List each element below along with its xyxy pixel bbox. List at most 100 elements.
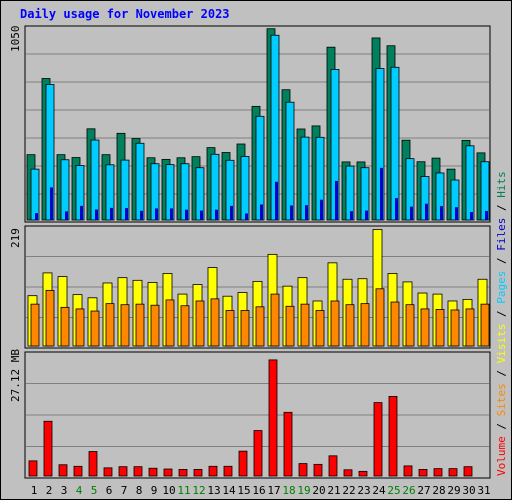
bar-sites	[390, 301, 400, 347]
bar-pages	[380, 167, 383, 220]
bar-pages	[215, 209, 218, 220]
day-label: 13	[207, 484, 220, 497]
bar-sites	[165, 299, 175, 347]
bar-volume	[283, 411, 293, 477]
bar-volume	[193, 468, 203, 477]
bar-volume	[448, 468, 458, 477]
day-label: 20	[312, 484, 325, 497]
bar-volume	[73, 465, 83, 477]
bar-sites	[30, 303, 40, 347]
day-label: 26	[402, 484, 415, 497]
day-label: 23	[357, 484, 370, 497]
bar-pages	[440, 206, 443, 220]
bar-pages	[125, 208, 128, 220]
bar-volume	[328, 455, 338, 477]
bar-sites	[255, 306, 265, 347]
day-label: 15	[237, 484, 250, 497]
bar-sites	[345, 304, 355, 347]
bar-pages	[110, 207, 113, 220]
day-label: 29	[447, 484, 460, 497]
bar-volume	[373, 402, 383, 477]
bar-volume	[268, 359, 278, 477]
bar-pages	[170, 208, 173, 220]
bar-pages	[335, 180, 338, 220]
bar-volume	[298, 463, 308, 477]
bar-sites	[150, 304, 160, 347]
bar-volume	[103, 467, 113, 477]
day-label: 6	[106, 484, 113, 497]
bar-files	[30, 168, 40, 221]
bar-sites	[195, 300, 205, 347]
bar-sites	[45, 289, 55, 347]
bar-sites	[375, 288, 385, 347]
bar-pages	[50, 187, 53, 220]
bar-volume	[418, 468, 428, 477]
bar-sites	[105, 303, 115, 347]
day-label: 12	[192, 484, 205, 497]
bar-sites	[270, 293, 280, 347]
bar-pages	[350, 211, 353, 220]
day-label: 31	[477, 484, 490, 497]
day-label: 9	[151, 484, 158, 497]
bar-volume	[343, 469, 353, 477]
bar-sites	[135, 303, 145, 347]
bar-volume	[43, 420, 53, 477]
day-label: 3	[61, 484, 68, 497]
bar-volume	[223, 465, 233, 477]
bar-volume	[358, 470, 368, 477]
bar-sites	[330, 300, 340, 347]
bar-volume	[238, 450, 248, 477]
bar-sites	[420, 308, 430, 347]
bar-volume	[433, 468, 443, 477]
bar-pages	[95, 209, 98, 220]
day-label: 27	[417, 484, 430, 497]
bar-sites	[300, 303, 310, 347]
bar-volume	[313, 463, 323, 477]
day-label: 4	[76, 484, 83, 497]
day-label: 24	[372, 484, 386, 497]
bar-sites	[450, 309, 460, 347]
bar-volume	[403, 465, 413, 477]
bar-volume	[58, 464, 68, 477]
bar-pages	[260, 204, 263, 220]
bar-pages	[230, 205, 233, 220]
bar-pages	[365, 210, 368, 220]
day-label: 21	[327, 484, 340, 497]
bar-pages	[290, 205, 293, 220]
bar-pages	[395, 198, 398, 220]
day-label: 22	[342, 484, 355, 497]
day-label: 18	[282, 484, 295, 497]
bar-files	[390, 66, 400, 221]
bar-sites	[405, 304, 415, 347]
day-label: 19	[297, 484, 310, 497]
bar-sites	[480, 303, 490, 347]
bar-volume	[118, 466, 128, 477]
bar-files	[465, 145, 475, 221]
bar-volume	[148, 467, 158, 477]
bar-sites	[90, 310, 100, 347]
bar-pages	[485, 210, 488, 220]
bar-files	[60, 159, 70, 221]
day-label: 8	[136, 484, 143, 497]
day-label: 11	[177, 484, 190, 497]
bar-files	[90, 139, 100, 221]
bar-pages	[470, 212, 473, 220]
bar-pages	[140, 210, 143, 220]
bar-files	[135, 142, 145, 221]
bar-pages	[245, 213, 248, 220]
bar-sites	[120, 304, 130, 347]
bar-pages	[65, 211, 68, 220]
bar-volume	[28, 460, 38, 477]
bar-sites	[210, 298, 220, 347]
day-label: 17	[267, 484, 280, 497]
bar-pages	[185, 209, 188, 220]
day-label: 1	[31, 484, 38, 497]
bar-pages	[200, 210, 203, 220]
bar-sites	[465, 308, 475, 347]
day-label: 10	[162, 484, 175, 497]
day-label: 5	[91, 484, 98, 497]
day-label: 30	[462, 484, 475, 497]
day-label: 25	[387, 484, 400, 497]
bar-volume	[388, 395, 398, 477]
